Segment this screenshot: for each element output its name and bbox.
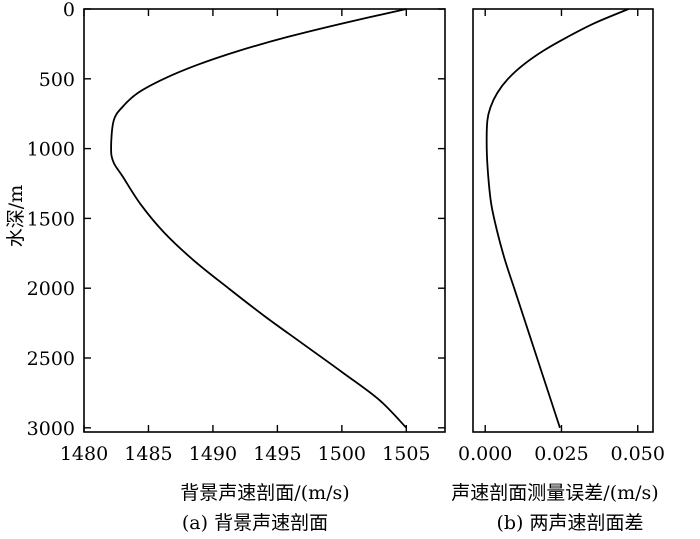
panel-b-x-tick-label: 0.050 <box>611 443 665 465</box>
panel-b-series-line <box>485 8 629 429</box>
panel-a-y-tick-label: 2000 <box>27 278 75 300</box>
panel-a: 1480 1485 1490 1495 1500 1505 0 500 1000 1500 2000… <box>5 0 446 534</box>
panel-a-y-axis-title: 水深/m <box>5 185 27 247</box>
panel-a-frame <box>83 8 446 433</box>
panel-a-y-tick-label: 1000 <box>27 139 75 161</box>
panel-a-y-tick-label: 3000 <box>27 418 75 440</box>
panel-a-x-tick-label: 1490 <box>189 443 237 465</box>
panel-a-x-tick-label: 1500 <box>318 443 366 465</box>
panel-a-series-line <box>110 8 407 429</box>
panel-b: 0.000 0.025 0.050 声速剖面测量误差/(m/s) (b) 两声速剖面… <box>451 8 665 534</box>
panel-a-x-axis-title: 背景声速剖面/(m/s) <box>180 482 349 504</box>
panel-a-x-tick-label: 1480 <box>60 443 108 465</box>
panel-b-frame <box>472 8 654 433</box>
panel-a-caption: (a) 背景声速剖面 <box>182 512 328 534</box>
panel-a-y-tick-label: 1500 <box>27 208 75 230</box>
panel-b-caption: (b) 两声速剖面差 <box>496 512 643 534</box>
panel-a-y-tick-label: 2500 <box>27 348 75 370</box>
panel-a-x-tick-label: 1485 <box>124 443 172 465</box>
panel-b-x-tick-label: 0.000 <box>458 443 512 465</box>
panel-b-x-axis-title: 声速剖面测量误差/(m/s) <box>451 482 658 504</box>
panel-a-y-tick-label: 0 <box>63 0 75 21</box>
panel-b-tick-labels: 0.000 0.025 0.050 <box>458 443 665 465</box>
panel-b-x-tick-label: 0.025 <box>534 443 588 465</box>
panel-a-y-tick-label: 500 <box>39 69 75 91</box>
panel-a-tick-labels: 1480 1485 1490 1495 1500 1505 0 500 1000 1500 2000… <box>27 0 431 465</box>
panel-a-x-tick-label: 1495 <box>253 443 301 465</box>
panel-a-ticks <box>83 8 445 432</box>
panel-b-ticks <box>484 9 639 432</box>
panel-a-x-tick-label: 1505 <box>382 443 430 465</box>
